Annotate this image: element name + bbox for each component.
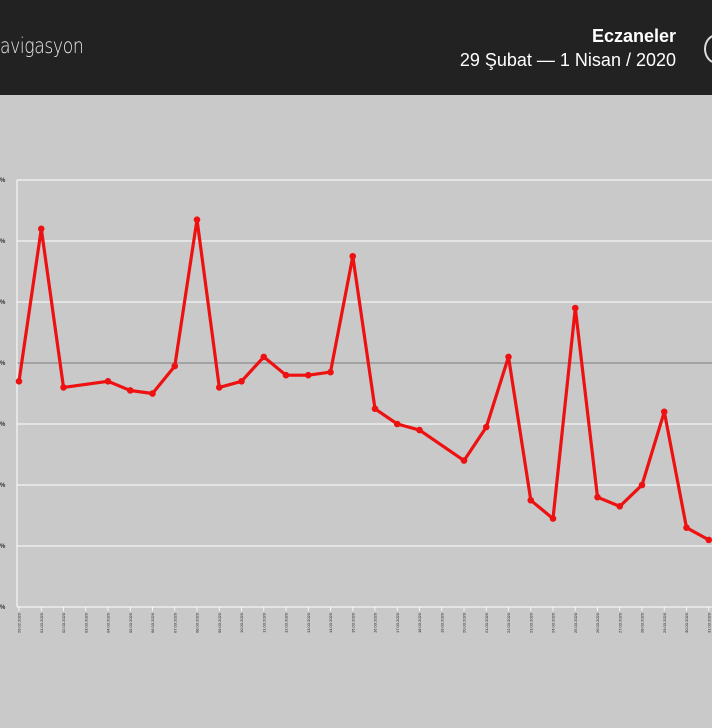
data-point — [571, 304, 579, 312]
y-tick-label: % — [0, 361, 6, 367]
series-line — [17, 218, 711, 542]
x-tick-label: 25.03.2020 — [573, 612, 578, 633]
y-tick-labels: %%%%%%%% — [0, 178, 6, 611]
navigation-label[interactable]: avigasyon — [0, 34, 84, 58]
x-tick-label: 29.02.2020 — [17, 612, 22, 633]
data-point — [594, 493, 601, 501]
data-point — [416, 426, 423, 434]
menu-icon[interactable] — [704, 34, 712, 64]
x-tick-label: 07.03.2020 — [172, 612, 177, 633]
x-tick-label: 10.03.2020 — [239, 612, 244, 633]
data-point — [638, 481, 646, 489]
x-tick-label: 12.03.2020 — [284, 612, 289, 633]
x-tick-label: 01.03.2020 — [39, 612, 44, 633]
x-tick-label: 22.03.2020 — [506, 612, 511, 633]
chart-title: Eczaneler — [591, 26, 676, 46]
x-tick-label: 08.03.2020 — [195, 612, 200, 633]
data-point — [616, 503, 624, 510]
data-point — [149, 390, 156, 397]
y-tick-label: % — [0, 300, 6, 306]
x-tick-label: 24.03.2020 — [551, 612, 556, 633]
x-tick-label: 31.03.2020 — [706, 612, 711, 633]
header-bar: avigasyon Eczaneler 29 Şubat — 1 Nisan /… — [0, 0, 712, 95]
x-tick-label: 26.03.2020 — [595, 612, 600, 633]
series-points — [15, 216, 712, 544]
data-point — [505, 353, 512, 361]
data-point — [193, 216, 201, 223]
x-tick-label: 27.03.2020 — [617, 612, 622, 633]
data-point — [215, 384, 223, 391]
y-tick-label: % — [0, 605, 6, 611]
x-tick-label: 04.03.2020 — [106, 612, 111, 633]
x-tick-label: 23.03.2020 — [528, 612, 533, 633]
data-point — [705, 536, 712, 544]
data-point — [260, 353, 268, 361]
data-point — [282, 371, 290, 379]
x-tick-label: 20.03.2020 — [462, 612, 467, 633]
data-point — [15, 378, 23, 385]
line-chart: %%%%%%%% 29.02.2020 01.03.2020 02.03.2020 0… — [0, 178, 712, 633]
x-tick-label: 06.03.2020 — [150, 612, 155, 633]
data-point — [683, 524, 690, 531]
x-tick-label: 05.03.2020 — [128, 612, 133, 633]
x-tick-labels: 29.02.2020 01.03.2020 02.03.2020 03.03.2020… — [17, 607, 711, 633]
chart-subtitle: 29 Şubat — 1 Nisan / 2020 — [459, 50, 676, 70]
x-tick-label: 30.03.2020 — [684, 612, 689, 633]
grid-lines — [16, 179, 712, 608]
x-tick-label: 02.03.2020 — [61, 612, 66, 633]
data-point — [393, 420, 401, 428]
y-tick-label: % — [0, 422, 6, 428]
data-point — [304, 371, 312, 379]
x-tick-label: 29.03.2020 — [662, 612, 667, 633]
data-point — [549, 515, 557, 522]
data-point — [327, 368, 334, 376]
x-tick-label: 21.03.2020 — [484, 612, 489, 633]
x-tick-label: 03.03.2020 — [83, 612, 88, 633]
data-point — [37, 225, 45, 233]
data-point — [171, 362, 179, 370]
data-point — [238, 378, 245, 385]
x-tick-label: 28.03.2020 — [640, 612, 645, 633]
data-point — [371, 405, 379, 413]
y-tick-label: % — [0, 544, 6, 550]
y-tick-label: % — [0, 483, 6, 489]
data-point — [349, 252, 357, 260]
data-point — [60, 384, 67, 391]
data-point — [482, 423, 490, 431]
x-tick-label: 14.03.2020 — [328, 612, 333, 633]
data-point — [660, 408, 668, 416]
x-tick-label: 09.03.2020 — [217, 612, 222, 633]
x-tick-label: 15.03.2020 — [350, 612, 355, 633]
data-point — [527, 496, 535, 504]
x-tick-label: 13.03.2020 — [306, 612, 311, 633]
y-tick-label: % — [0, 178, 6, 184]
y-tick-label: % — [0, 239, 6, 245]
x-tick-label: 17.03.2020 — [395, 612, 400, 633]
x-tick-label: 11.03.2020 — [261, 612, 266, 632]
data-point — [460, 457, 468, 464]
data-point — [126, 387, 134, 394]
x-tick-label: 18.03.2020 — [417, 612, 422, 633]
data-point — [104, 378, 112, 385]
x-tick-label: 16.03.2020 — [373, 612, 378, 633]
x-tick-label: 19.03.2020 — [439, 612, 444, 633]
